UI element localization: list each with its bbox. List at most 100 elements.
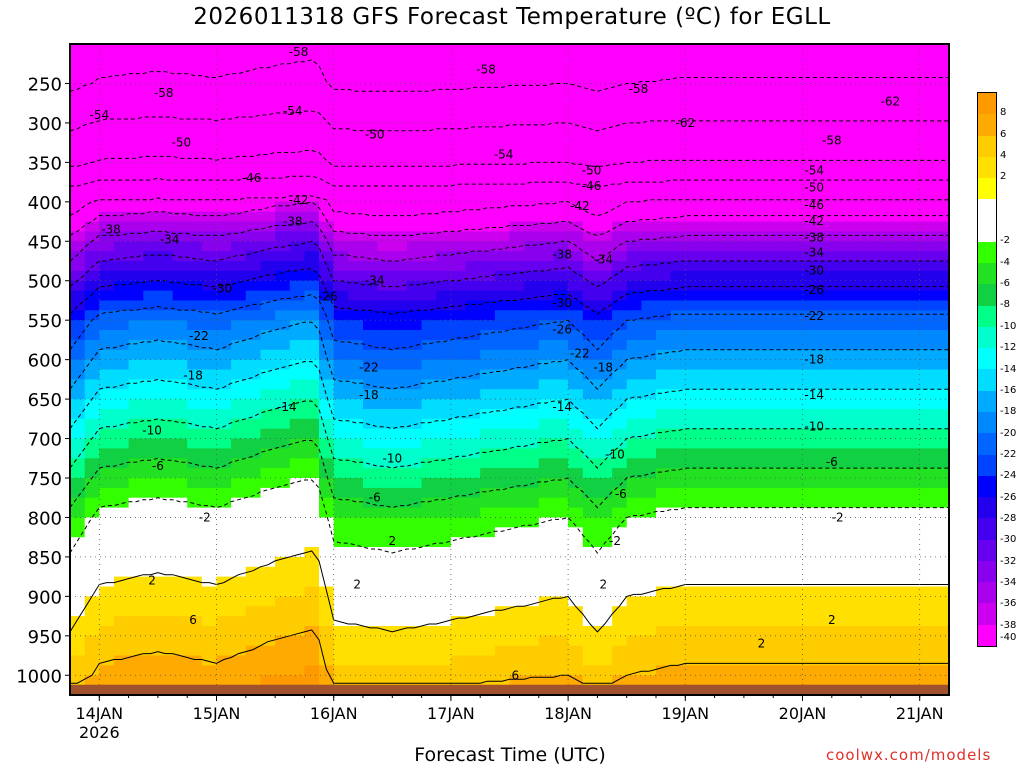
field-cell: [157, 192, 174, 203]
field-cell: [553, 53, 569, 65]
credit-link[interactable]: coolwx.com/models: [826, 746, 992, 764]
field-cell: [128, 418, 144, 430]
field-cell: [494, 566, 511, 578]
field-cell: [524, 379, 540, 390]
field-cell: [436, 251, 452, 262]
field-cell: [363, 221, 379, 232]
field-cell: [421, 192, 437, 203]
field-cell: [568, 576, 584, 588]
field-cell: [187, 556, 203, 568]
field-cell: [201, 162, 218, 173]
field-cell: [905, 142, 921, 154]
field-cell: [392, 113, 408, 124]
field-cell: [333, 468, 349, 479]
field-cell: [875, 152, 891, 163]
field-cell: [201, 626, 218, 637]
field-cell: [831, 596, 847, 607]
field-cell: [905, 576, 921, 588]
field-cell: [934, 409, 950, 420]
field-cell: [700, 320, 716, 331]
field-cell: [84, 626, 100, 637]
field-cell: [568, 103, 584, 114]
field-cell: [700, 162, 716, 173]
field-cell: [905, 527, 921, 538]
field-cell: [802, 487, 818, 499]
field-cell: [187, 409, 203, 420]
field-cell: [245, 270, 262, 282]
field-cell: [670, 517, 686, 528]
field-cell: [363, 113, 379, 124]
field-cell: [743, 389, 760, 400]
field-cell: [231, 576, 247, 588]
field-cell: [875, 251, 891, 262]
field-cell: [201, 231, 218, 242]
field-cell: [846, 576, 862, 588]
field-cell: [758, 586, 774, 597]
field-cell: [128, 320, 144, 331]
field-cell: [143, 201, 159, 213]
field-cell: [626, 566, 642, 578]
field-cell: [641, 93, 657, 104]
field-cell: [641, 300, 657, 311]
field-cell: [817, 83, 833, 94]
field-cell: [729, 517, 745, 528]
field-cell: [890, 379, 906, 390]
field-cell: [714, 251, 730, 262]
field-cell: [524, 83, 540, 94]
field-cell: [831, 586, 847, 597]
field-cell: [582, 261, 598, 272]
field-cell: [114, 616, 130, 627]
field-cell: [626, 458, 642, 469]
field-cell: [407, 142, 423, 154]
field-cell: [905, 468, 921, 479]
field-cell: [289, 201, 305, 213]
field-cell: [919, 438, 935, 449]
field-cell: [450, 556, 467, 568]
field-cell: [597, 359, 613, 371]
field-cell: [216, 409, 232, 420]
field-cell: [802, 399, 818, 410]
field-cell: [509, 448, 525, 459]
field-cell: [377, 645, 393, 657]
contour-label: -38: [804, 230, 824, 244]
field-cell: [568, 586, 584, 597]
field-cell: [656, 152, 672, 163]
field-cell: [304, 655, 320, 666]
field-cell: [714, 369, 730, 380]
field-cell: [875, 556, 891, 568]
field-cell: [172, 409, 188, 420]
field-cell: [275, 507, 291, 519]
field-cell: [656, 566, 672, 578]
field-cell: [890, 221, 906, 232]
field-cell: [890, 458, 906, 469]
field-cell: [773, 251, 789, 262]
field-cell: [538, 665, 555, 676]
field-cell: [538, 379, 555, 390]
field-cell: [231, 527, 247, 538]
field-cell: [421, 122, 437, 134]
field-cell: [641, 655, 657, 666]
field-cell: [187, 172, 203, 183]
field-cell: [70, 566, 86, 578]
field-cell: [919, 566, 935, 578]
field-cell: [626, 547, 642, 558]
field-cell: [626, 369, 642, 380]
field-cell: [597, 487, 613, 499]
field-cell: [802, 122, 818, 134]
field-cell: [143, 142, 159, 154]
field-cell: [568, 152, 584, 163]
field-cell: [494, 586, 511, 597]
field-cell: [641, 675, 657, 686]
field-cell: [831, 152, 847, 163]
colorbar-label: -12: [1000, 342, 1017, 354]
field-cell: [626, 113, 642, 124]
field-cell: [289, 438, 305, 449]
field-cell: [890, 596, 906, 607]
field-cell: [846, 182, 862, 193]
field-cell: [641, 547, 657, 558]
field-cell: [919, 44, 935, 55]
field-cell: [905, 409, 921, 420]
field-cell: [201, 251, 218, 262]
isotherm-line: [69, 440, 949, 509]
field-cell: [231, 211, 247, 223]
